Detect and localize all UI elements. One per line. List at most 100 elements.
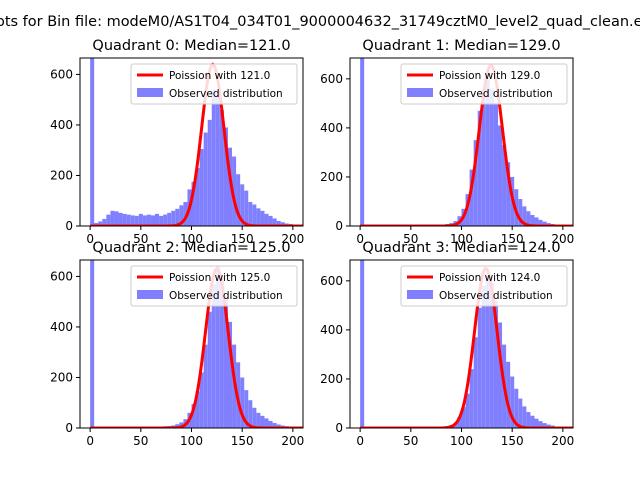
legend-box	[400, 63, 568, 105]
histogram-bar	[280, 222, 285, 226]
histogram-bar	[102, 218, 107, 226]
histogram-bar	[90, 58, 95, 226]
histogram-bar	[542, 221, 547, 226]
histogram-bar	[489, 88, 494, 226]
histogram-bar	[175, 208, 180, 226]
histogram-bar	[244, 390, 249, 428]
histogram-bar	[130, 215, 135, 226]
histogram-bar	[203, 132, 208, 226]
legend: Poission with 125.0 Observed distribution	[130, 265, 298, 307]
histogram-bar	[493, 300, 498, 428]
x-tick-label: 150	[231, 232, 254, 246]
histogram-bar	[268, 420, 273, 428]
histogram-bar	[518, 199, 523, 226]
legend-patch-swatch	[137, 290, 163, 299]
x-tick-label: 100	[450, 434, 473, 448]
histogram-bar	[526, 412, 531, 428]
histogram-bar	[256, 208, 261, 226]
histogram-bar	[264, 418, 269, 428]
legend-patch-swatch	[407, 88, 433, 97]
histogram-bar	[469, 169, 474, 226]
histogram-bar	[138, 213, 143, 226]
legend-label-fit: Poission with 121.0	[169, 70, 270, 82]
histogram-bar	[477, 307, 482, 428]
legend-label-observed: Observed distribution	[439, 88, 553, 100]
histogram-bar	[215, 94, 220, 226]
x-tick-label: 0	[86, 434, 94, 448]
x-tick-label: 150	[231, 434, 254, 448]
subplot-title: Quadrant 3: Median=124.0	[362, 240, 560, 256]
histogram-bar	[159, 215, 164, 226]
x-tick-label: 200	[281, 232, 304, 246]
histogram-bar	[502, 145, 507, 226]
histogram-bar	[98, 221, 103, 226]
histogram-bar	[522, 206, 527, 226]
x-tick-label: 200	[551, 434, 574, 448]
histogram-bar	[252, 407, 257, 428]
histogram-bar	[171, 210, 176, 226]
y-tick-label: 0	[65, 421, 73, 435]
histogram-bar	[207, 311, 212, 428]
histogram-bar	[227, 321, 233, 428]
subplot-quadrant-3: 0 50 100 150 200 0 200 400 600 Quadrant 3: Median…	[320, 240, 574, 448]
histogram-bar	[465, 393, 470, 428]
histogram-bar	[94, 222, 99, 226]
histogram-bar	[264, 213, 269, 226]
histogram-bar	[530, 214, 535, 226]
histogram-bar	[481, 285, 486, 428]
y-tick-label: 400	[320, 121, 343, 135]
subplot-title: Quadrant 0: Median=121.0	[92, 38, 290, 54]
histogram-bar	[461, 407, 466, 428]
y-tick-label: 400	[320, 323, 343, 337]
histogram-bar	[236, 174, 241, 226]
histogram-bar	[260, 210, 265, 226]
histogram-bar	[211, 284, 216, 428]
legend-label-observed: Observed distribution	[169, 88, 283, 100]
y-tick-label: 400	[50, 320, 73, 334]
histogram-bar	[510, 376, 515, 428]
histogram-bar	[240, 184, 245, 226]
legend-patch-swatch	[137, 88, 163, 97]
histogram-bar	[142, 215, 147, 226]
histogram-bar	[514, 388, 519, 428]
histogram-bar	[195, 391, 200, 428]
histogram-bar	[106, 214, 111, 226]
histogram-bar	[183, 202, 188, 226]
subplot-title: Quadrant 2: Median=125.0	[92, 240, 290, 256]
histogram-bar	[481, 88, 486, 226]
histogram-bar	[256, 412, 261, 428]
histogram-bar	[155, 213, 160, 226]
histogram-bar	[473, 140, 478, 226]
histogram-bar	[150, 215, 155, 226]
y-tick-label: 0	[65, 219, 73, 233]
legend-label-observed: Observed distribution	[169, 290, 283, 302]
x-tick-label: 50	[133, 232, 148, 246]
y-tick-label: 200	[50, 370, 73, 384]
x-tick-label: 0	[86, 232, 94, 246]
histogram-bar	[223, 127, 228, 226]
histogram-bar	[110, 210, 115, 226]
histogram-bar	[219, 109, 224, 226]
y-tick-label: 200	[320, 372, 343, 386]
y-tick-label: 600	[50, 67, 73, 81]
x-tick-label: 200	[281, 434, 304, 448]
histogram-bar	[203, 344, 208, 428]
histogram-bar	[118, 212, 123, 226]
histogram-bar	[199, 148, 204, 226]
histogram-bar	[360, 58, 365, 226]
legend: Poission with 121.0 Observed distribution	[130, 63, 298, 105]
legend-box	[400, 265, 568, 307]
histogram-bar	[219, 276, 224, 428]
histogram-bar	[518, 398, 523, 428]
y-tick-label: 200	[320, 170, 343, 184]
y-tick-label: 0	[335, 421, 343, 435]
histogram-bar	[126, 214, 131, 226]
x-tick-label: 150	[501, 232, 524, 246]
subplot-quadrant-0: 0 50 100 150 200 0 200 400 600 Quadrant 0: Median…	[50, 38, 304, 246]
histogram-bar	[538, 219, 543, 226]
histogram-bar	[175, 424, 180, 428]
histogram-bar	[538, 421, 543, 428]
poisson-fit-line	[90, 62, 303, 226]
histogram-bar	[163, 214, 168, 226]
